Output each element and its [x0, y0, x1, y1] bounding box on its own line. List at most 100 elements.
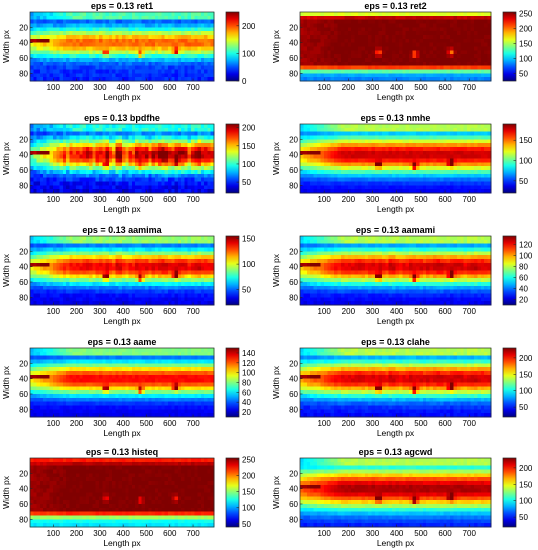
- heatmap-cell: [53, 139, 57, 144]
- heatmap-cell: [473, 77, 478, 82]
- heatmap-cell: [317, 19, 321, 24]
- heatmap-cell: [436, 31, 441, 36]
- heatmap-cell: [161, 259, 166, 264]
- heatmap-cell: [148, 127, 152, 133]
- heatmap-cell: [148, 266, 152, 271]
- heatmap-cell: [53, 177, 57, 182]
- heatmap-cell: [108, 177, 113, 182]
- heatmap-cell: [89, 170, 93, 175]
- heatmap-cell: [405, 58, 410, 63]
- heatmap-cell: [69, 65, 74, 70]
- heatmap-cell: [381, 46, 386, 51]
- heatmap-cell: [72, 158, 77, 163]
- heatmap-cell: [53, 154, 57, 159]
- heatmap-cell: [385, 139, 390, 144]
- heatmap-cell: [415, 54, 420, 59]
- heatmap-cell: [151, 139, 156, 144]
- heatmap-cell: [151, 236, 156, 241]
- heatmap-cell: [39, 31, 44, 36]
- heatmap-cell: [158, 251, 162, 256]
- heatmap-cell: [69, 255, 74, 260]
- colorbar-tick-label: 250: [519, 10, 533, 19]
- heatmap-cell: [105, 61, 110, 67]
- heatmap-cell: [72, 162, 77, 167]
- heatmap-cell: [148, 247, 152, 252]
- heatmap-cell: [131, 285, 136, 291]
- heatmap-cell: [317, 15, 321, 21]
- heatmap-cell: [56, 243, 60, 248]
- heatmap-cell: [194, 166, 198, 171]
- heatmap-cells: [300, 12, 492, 82]
- heatmap-cell: [443, 42, 448, 47]
- heatmap-cell: [164, 236, 169, 241]
- heatmap-cell: [330, 38, 335, 44]
- heatmap-cell: [375, 27, 379, 32]
- heatmap-cell: [381, 131, 386, 136]
- heatmap-cell: [484, 127, 488, 133]
- heatmap-cell: [194, 147, 198, 152]
- heatmap-cell: [327, 69, 332, 74]
- heatmap-cell: [378, 131, 383, 136]
- heatmap-cell: [161, 31, 166, 36]
- heatmap-cell: [141, 127, 146, 133]
- heatmap-cell: [415, 143, 420, 148]
- heatmap-cell: [181, 282, 185, 287]
- heatmap-cell: [72, 35, 77, 40]
- heatmap-cell: [135, 278, 139, 283]
- heatmap-cell: [337, 46, 342, 51]
- heatmap-cell: [181, 177, 185, 182]
- heatmap-cell: [191, 262, 195, 268]
- heatmap-cell: [327, 31, 332, 36]
- heatmap-cell: [210, 243, 215, 248]
- heatmap-cell: [92, 73, 97, 78]
- heatmap-cell: [62, 38, 67, 44]
- heatmap-cell: [72, 147, 77, 152]
- heatmap-cell: [122, 61, 126, 67]
- heatmap-cell: [131, 127, 136, 133]
- heatmap-cell: [131, 181, 136, 186]
- heatmap-cell: [164, 46, 169, 51]
- heatmap-cell: [385, 177, 390, 182]
- heatmap-cell: [340, 135, 345, 140]
- heatmap-cell: [135, 185, 139, 190]
- heatmap-cell: [141, 278, 146, 283]
- heatmap-cell: [392, 69, 396, 74]
- heatmap-cell: [112, 166, 116, 171]
- heatmap-cell: [409, 61, 413, 67]
- heatmap-cell: [53, 285, 57, 291]
- heatmap-cell: [82, 124, 87, 129]
- heatmap-cell: [118, 50, 123, 55]
- heatmap-cell: [53, 166, 57, 171]
- heatmap-cell: [405, 170, 410, 175]
- heatmap-cell: [99, 69, 103, 74]
- heatmap-cell: [72, 266, 77, 271]
- heatmap-cell: [337, 124, 342, 129]
- heatmap-cell: [66, 38, 70, 44]
- heatmap-cell: [85, 289, 90, 294]
- heatmap-cell: [131, 15, 136, 21]
- heatmap-cell: [161, 255, 166, 260]
- heatmap-cell: [327, 139, 332, 144]
- heatmap-cell: [473, 173, 478, 179]
- heatmap-cell: [320, 19, 325, 24]
- heatmap-cell: [138, 127, 143, 133]
- heatmap-cell: [128, 139, 133, 144]
- heatmap-cell: [69, 46, 74, 51]
- heatmap-cell: [484, 27, 488, 32]
- heatmap-cell: [43, 181, 47, 186]
- heatmap-cell: [392, 77, 396, 82]
- heatmap-cell: [168, 266, 172, 271]
- heatmap-cell: [108, 50, 113, 55]
- heatmap-cell: [135, 251, 139, 256]
- heatmap-cell: [99, 12, 103, 17]
- heatmap-cell: [323, 139, 328, 144]
- heatmap-cell: [340, 15, 345, 21]
- heatmap-cell: [354, 50, 359, 55]
- heatmap-cell: [313, 158, 318, 163]
- heatmap-cell: [392, 189, 396, 194]
- heatmap-cell: [168, 124, 172, 129]
- heatmap-cell: [426, 27, 430, 32]
- heatmap-cell: [443, 127, 448, 133]
- heatmap-cell: [340, 65, 345, 70]
- heatmap-cell: [141, 282, 146, 287]
